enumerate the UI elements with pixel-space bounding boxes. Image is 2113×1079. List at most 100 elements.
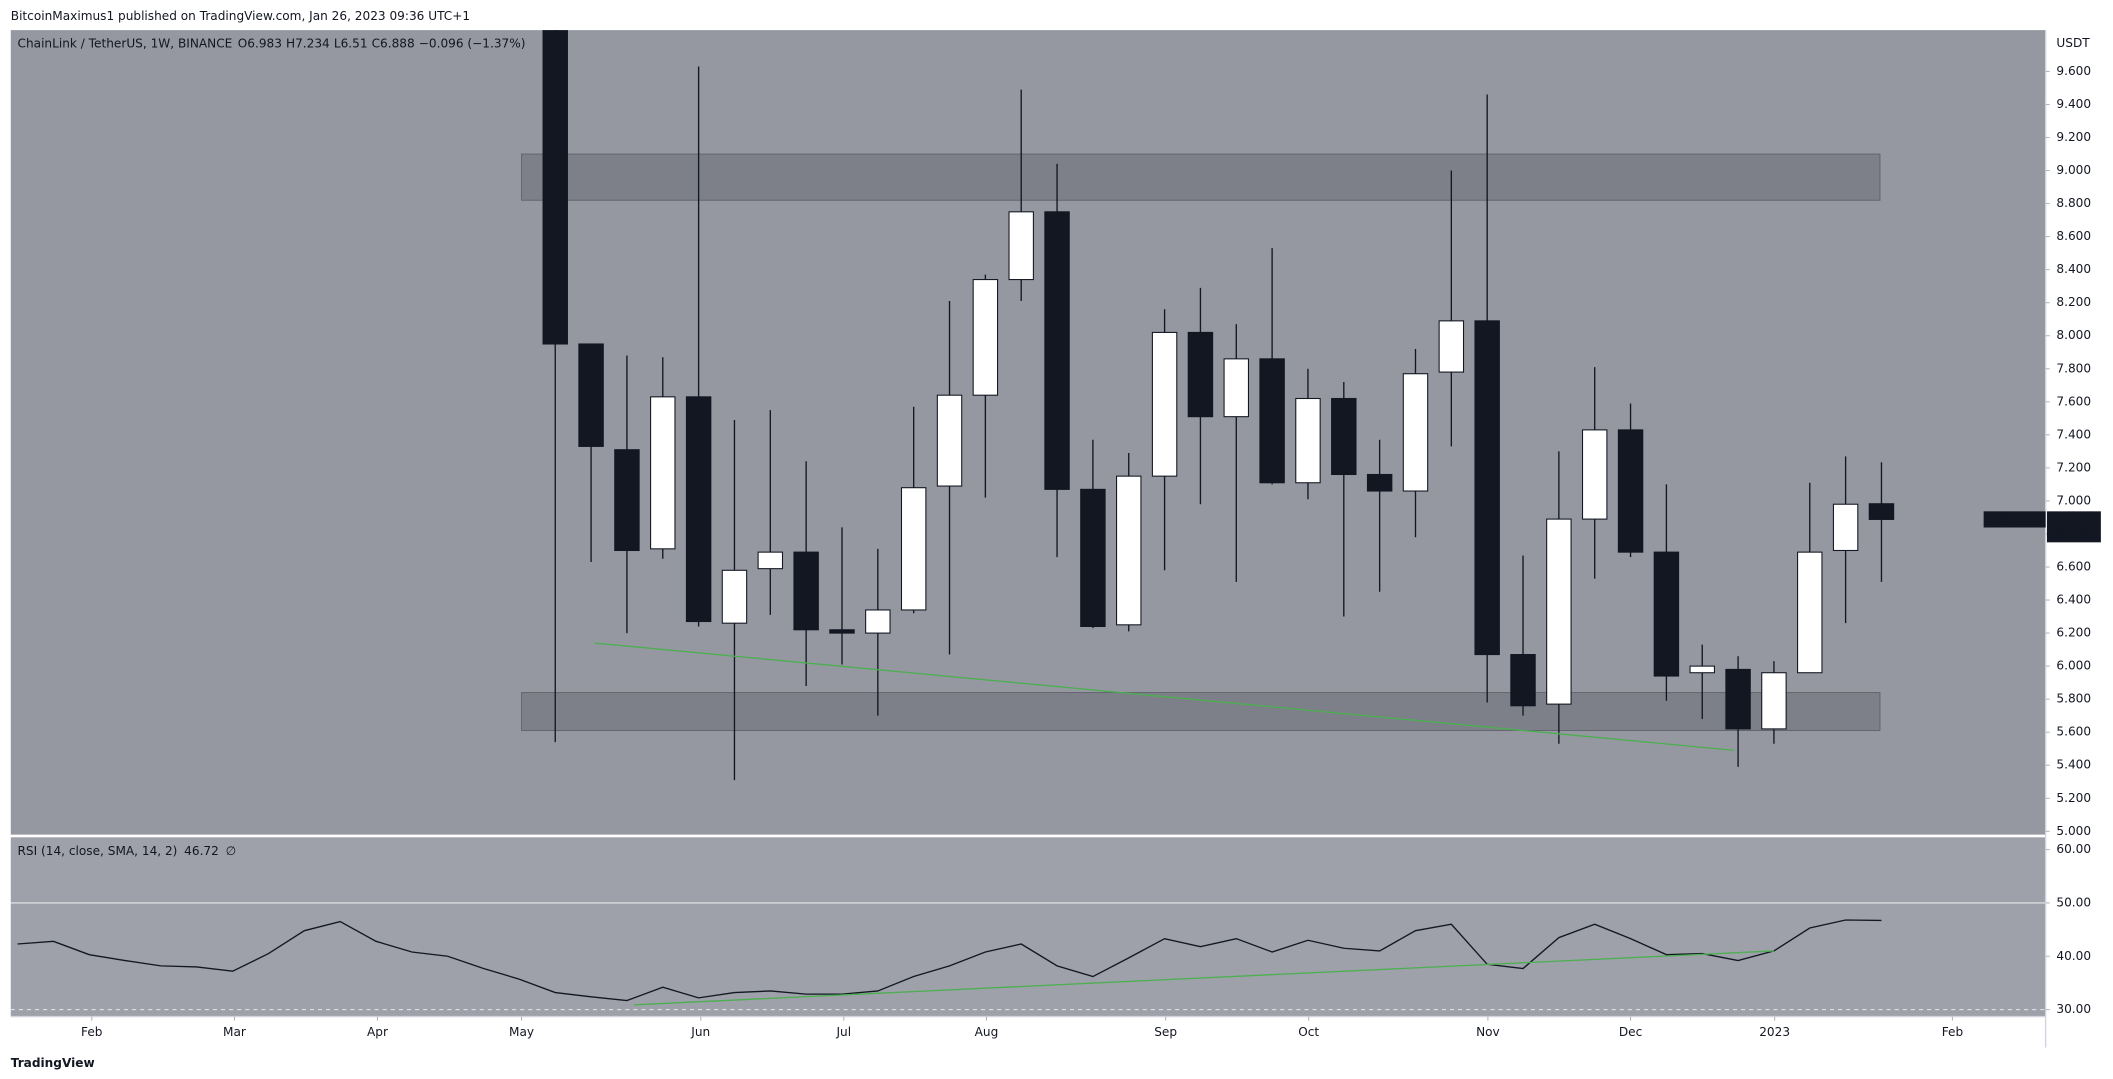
candle-body xyxy=(972,279,999,396)
change: −0.096 (−1.37%) xyxy=(419,36,526,50)
ohlc-key: O xyxy=(238,36,248,50)
candle-body xyxy=(1725,668,1751,730)
candle-body xyxy=(1187,331,1214,418)
x-tick-label: Jul xyxy=(835,1025,851,1039)
y-tick-label: 6.400 xyxy=(2056,593,2091,607)
candle-body xyxy=(1832,503,1859,552)
y-tick-label: 7.000 xyxy=(2056,493,2091,507)
symbol-tag-text: LINKUSDT xyxy=(1984,512,2045,526)
y-tick-label: 6.200 xyxy=(2056,626,2091,640)
x-tick-label: Dec xyxy=(1619,1025,1642,1039)
candle-body xyxy=(1797,551,1823,674)
candle-body xyxy=(1581,429,1608,520)
x-tick-label: 2023 xyxy=(1759,1025,1790,1039)
candle-body xyxy=(1295,397,1321,484)
price-tag-value: 6.888 xyxy=(2054,512,2089,526)
x-tick-label: Mar xyxy=(223,1025,246,1039)
y-tick-label: 9.600 xyxy=(2056,64,2091,78)
y-tick-label: 9.400 xyxy=(2056,97,2091,111)
candle-body xyxy=(829,629,855,634)
y-tick-label: 8.000 xyxy=(2056,328,2091,342)
candle-body xyxy=(1151,331,1178,477)
candle-body xyxy=(1761,672,1787,730)
candle-body xyxy=(1617,429,1644,553)
x-tick-label: May xyxy=(509,1025,534,1039)
candle-body xyxy=(900,487,927,611)
y-tick-label: 8.200 xyxy=(2056,295,2091,309)
candle-body xyxy=(578,343,604,447)
y-tick-label: 7.800 xyxy=(2056,361,2091,375)
rsi-panel xyxy=(10,837,2046,1017)
candle-body xyxy=(685,396,712,623)
candle-body xyxy=(865,609,891,634)
candle-body xyxy=(1116,475,1142,626)
zone xyxy=(521,153,1881,201)
x-tick-label: Apr xyxy=(367,1025,388,1039)
candle-body xyxy=(614,449,640,552)
candle-body xyxy=(1259,358,1285,484)
y-tick-label: 6.600 xyxy=(2056,560,2091,574)
rsi-value: 46.72 xyxy=(184,843,219,857)
x-tick-label: Jun xyxy=(690,1025,710,1039)
price-panel xyxy=(10,30,2046,835)
candle-body xyxy=(1008,211,1034,281)
candle-body xyxy=(936,394,963,487)
candle-body xyxy=(793,551,819,631)
series-legend: ChainLink / TetherUS, 1W, BINANCE O6.983 H… xyxy=(18,36,526,50)
trendline xyxy=(594,642,1735,752)
candle-body xyxy=(542,30,568,345)
candle-body xyxy=(1546,518,1572,705)
ohlc-key: L xyxy=(334,36,341,50)
candle-body xyxy=(1331,397,1357,476)
rsi-legend: RSI (14, close, SMA, 14, 2) 46.72 ∅ xyxy=(18,843,237,857)
y-tick-label: 5.200 xyxy=(2056,791,2091,805)
y-tick-label: 30.00 xyxy=(2056,1002,2091,1016)
x-tick-label: Sep xyxy=(1154,1025,1177,1039)
rsi-title: RSI (14, close, SMA, 14, 2) xyxy=(18,843,178,857)
price-tag xyxy=(2046,511,2101,543)
zone xyxy=(521,692,1881,732)
y-tick-label: 60.00 xyxy=(2056,842,2091,856)
candle-body xyxy=(1402,373,1429,492)
candle-body xyxy=(757,551,784,570)
y-tick-label: 7.400 xyxy=(2056,427,2091,441)
y-tick-label: 40.00 xyxy=(2056,949,2091,963)
candle-body xyxy=(1474,320,1500,656)
candle-body xyxy=(1044,211,1070,490)
x-tick-label: Oct xyxy=(1298,1025,1319,1039)
x-tick-label: Aug xyxy=(975,1025,999,1039)
candle-body xyxy=(1223,358,1249,418)
rsi-line xyxy=(17,919,1882,1002)
x-tick-label: Feb xyxy=(81,1025,103,1039)
y-tick-label: 8.800 xyxy=(2056,196,2091,210)
y-tick-label: 5.600 xyxy=(2056,725,2091,739)
ohlc-key: C xyxy=(372,36,380,50)
ohlc-value: 6.51 xyxy=(341,36,368,50)
y-tick-label: 8.600 xyxy=(2056,229,2091,243)
candle-body xyxy=(1080,488,1106,628)
candle-body xyxy=(1510,654,1536,707)
x-tick-label: Feb xyxy=(1942,1025,1964,1039)
y-tick-label: 5.000 xyxy=(2056,824,2091,838)
candle-body xyxy=(1653,551,1680,677)
countdown: 3d 16h xyxy=(2054,527,2096,541)
ohlc-key: H xyxy=(286,36,295,50)
symbol-tag xyxy=(1983,511,2046,528)
x-tick-label: Nov xyxy=(1476,1025,1500,1039)
y-tick-label: 7.200 xyxy=(2056,460,2091,474)
candle-body xyxy=(650,396,676,550)
y-tick-label: 9.000 xyxy=(2056,163,2091,177)
y-tick-label: 50.00 xyxy=(2056,895,2091,909)
candle-body xyxy=(1868,503,1895,520)
y-tick-label: 6.000 xyxy=(2056,659,2091,673)
brand: TradingView xyxy=(11,1056,95,1070)
ohlc-value: 6.888 xyxy=(380,36,415,50)
price-unit: USDT xyxy=(2056,36,2090,50)
candle-body xyxy=(1366,473,1393,492)
ohlc-value: 6.983 xyxy=(247,36,282,50)
trendline xyxy=(634,950,1774,1006)
y-tick-label: 7.600 xyxy=(2056,394,2091,408)
candle-body xyxy=(1689,665,1715,674)
y-tick-label: 9.200 xyxy=(2056,130,2091,144)
y-tick-label: 8.400 xyxy=(2056,262,2091,276)
